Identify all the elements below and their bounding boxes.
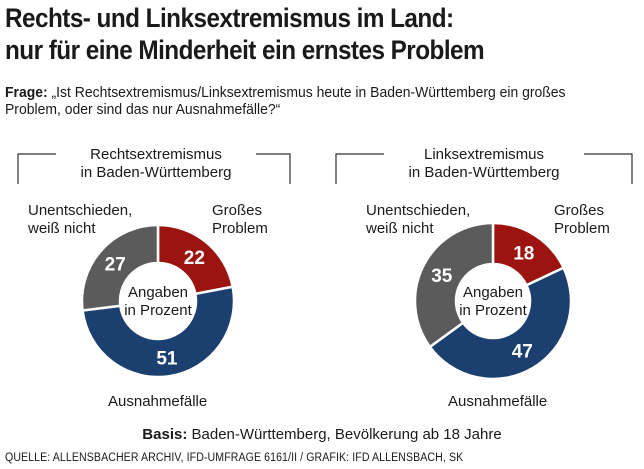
label-grosses-problem-line-1: Großes [554,202,605,219]
label-grosses-problem-line-1: Großes [212,202,263,219]
label-unentschieden-line-2: weiß nicht [366,220,434,237]
basis: Basis: Baden-Württemberg, Bevölkerung ab… [0,426,644,443]
panel-title-line-1: Linksextremismus [423,146,545,163]
panel-title: Rechtsextremismus in Baden-Württemberg [56,146,256,182]
donut-center [457,265,529,337]
center-label-line-1: Angaben [128,284,188,301]
question: Frage: „Ist Rechtsextremismus/Linksextre… [5,84,619,118]
label-ausnahmefaelle-line-1: Ausnahmefälle [448,393,548,410]
value-label-unentschieden: 27 [105,254,126,275]
donut-center [121,264,195,338]
headline: Rechts- und Linksextremismus im Land: nu… [5,2,576,66]
label-unentschieden-line-1: Unentschieden, [28,202,133,219]
slice-unentschieden [80,223,160,312]
question-label: Frage: [5,84,48,101]
label-ausnahmefaelle: Ausnahmefälle [448,393,547,411]
slice-unentschieden [413,221,495,349]
label-grosses-problem-line-2: Problem [554,220,610,237]
headline-line-2: nur für eine Minderheit ein ernstes Prob… [5,35,485,65]
panel-title-line-2: in Baden-Württemberg [408,164,560,181]
value-label-unentschieden: 35 [431,266,453,287]
label-unentschieden: Unentschieden, weiß nicht [28,202,132,238]
headline-line-1: Rechts- und Linksextremismus im Land: [5,3,454,33]
center-label-line-2: in Prozent [124,302,192,319]
label-unentschieden: Unentschieden, weiß nicht [366,202,470,238]
label-ausnahmefaelle: Ausnahmefälle [108,393,207,411]
chart-linksextremismus: 18 47 35 Angaben in Prozent Linksextremismus… [322,140,633,420]
slice-ausnahme [428,266,573,381]
slice-ausnahme [81,285,236,379]
center-label-line-2: in Prozent [459,302,527,319]
center-label-line-1: Angaben [463,284,523,301]
value-label-gross: 18 [513,243,534,264]
label-grosses-problem: Großes Problem [554,202,610,238]
panel-title-line-1: Rechtsextremismus [90,146,222,163]
label-grosses-problem: Großes Problem [212,202,268,238]
chart-rechtsextremismus: 22 51 27 Angaben in Prozent Rechtsextremismu… [0,140,310,420]
value-label-gross: 22 [184,248,205,269]
label-grosses-problem-line-2: Problem [212,220,268,237]
label-unentschieden-line-2: weiß nicht [28,220,96,237]
panel-title-line-2: in Baden-Württemberg [80,164,232,181]
label-ausnahmefaelle-line-1: Ausnahmefälle [108,393,208,410]
value-label-ausnahme: 51 [156,348,178,369]
basis-label: Basis: [142,426,188,443]
value-label-ausnahme: 47 [512,341,533,362]
question-text: „Ist Rechtsextremismus/Linksextremismus … [5,84,566,118]
basis-text: Baden-Württemberg, Bevölkerung ab 18 Jah… [191,426,502,443]
panel-title: Linksextremismus in Baden-Württemberg [384,146,584,182]
label-unentschieden-line-1: Unentschieden, [366,202,471,219]
source-credit: QUELLE: ALLENSBACHER ARCHIV, IFD-UMFRAGE… [5,452,464,464]
